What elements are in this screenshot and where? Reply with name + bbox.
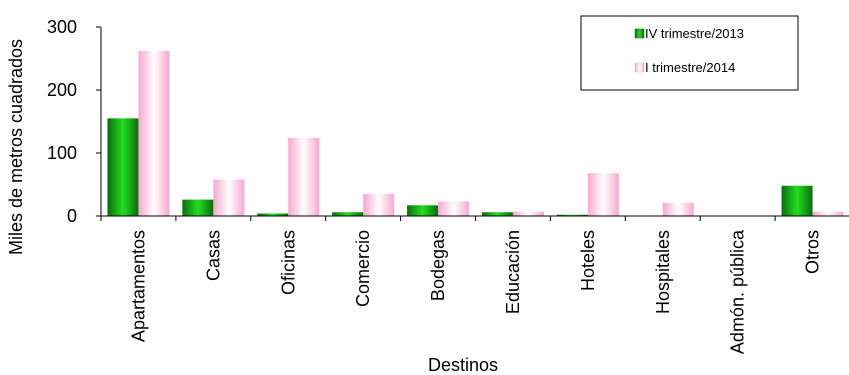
x-tick-label: Bodegas: [428, 230, 448, 301]
x-axis-title: Destinos: [428, 355, 498, 375]
x-tick-label: Hospitales: [653, 230, 673, 314]
x-tick-label: Oficinas: [278, 230, 298, 295]
legend-box: [580, 15, 799, 91]
bar-series-2-1: [213, 179, 245, 216]
y-tick-label: 200: [47, 80, 77, 100]
x-tick-label: Otros: [803, 230, 823, 274]
bar-series-2-5: [512, 211, 544, 216]
legend-label-series-2: I trimestre/2014: [645, 60, 735, 75]
bar-series-1-0: [107, 118, 139, 216]
bar-series-2-9: [812, 211, 844, 216]
bar-series-1-3: [332, 212, 364, 216]
legend-swatch-series-2: [634, 62, 645, 73]
x-tick-label: Comercio: [353, 230, 373, 307]
bar-series-1-1: [182, 199, 214, 216]
x-tick-label: Hoteles: [578, 230, 598, 291]
x-tick-label: Educación: [503, 230, 523, 314]
x-tick-label: Admón. pública: [728, 229, 748, 354]
bar-series-1-9: [781, 185, 813, 216]
bar-series-1-4: [407, 205, 439, 216]
x-tick-label: Apartamentos: [128, 230, 148, 342]
y-ticks-group: 0 100 200 300: [47, 17, 77, 226]
y-tick-label: 0: [67, 206, 77, 226]
bar-series-2-4: [438, 201, 470, 216]
bar-series-2-3: [363, 193, 395, 216]
y-tick-label: 100: [47, 143, 77, 163]
bar-series-2-0: [138, 50, 170, 216]
bar-series-2-6: [587, 173, 619, 216]
bars-group: [107, 50, 844, 216]
x-tick-labels-group: Apartamentos Casas Oficinas Comercio Bodegas…: [128, 229, 822, 354]
bar-series-2-2: [288, 137, 320, 216]
y-axis-title: Miles de metros cuadrados: [6, 39, 26, 255]
bar-series-2-7: [662, 202, 694, 216]
bar-series-1-2: [257, 213, 289, 216]
legend-swatch-series-1: [634, 28, 645, 39]
y-tick-label: 300: [47, 17, 77, 37]
bar-series-1-5: [481, 212, 513, 216]
legend-label-series-1: IV trimestre/2013: [645, 26, 744, 41]
bar-series-1-6: [556, 214, 588, 216]
axes-group: [96, 26, 849, 221]
legend: IV trimestre/2013 I trimestre/2014: [580, 15, 799, 91]
x-tick-label: Casas: [203, 230, 223, 281]
